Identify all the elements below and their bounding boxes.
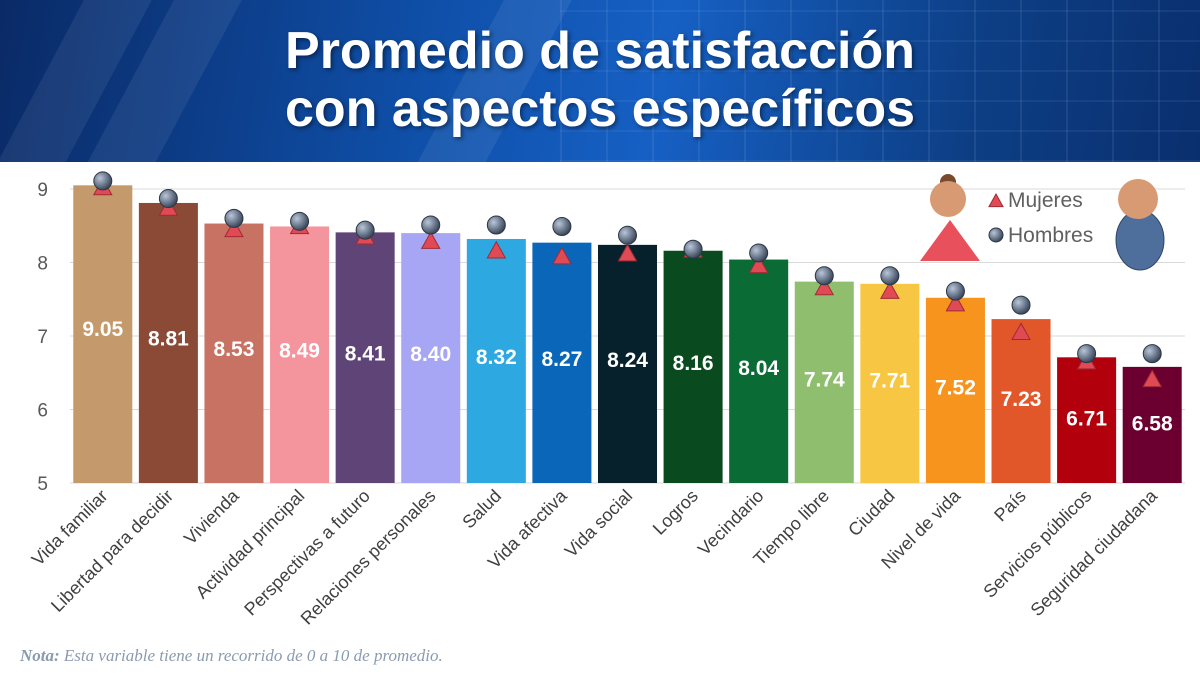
footnote-label: Nota: — [20, 646, 60, 665]
data-label: 8.27 — [541, 348, 582, 371]
hombres-marker — [224, 208, 244, 228]
x-tick-label: Vida social — [561, 486, 636, 561]
bar — [73, 185, 133, 483]
bar — [466, 238, 526, 483]
legend-triangle-icon — [988, 192, 1004, 208]
x-tick-label: Relaciones personales — [297, 486, 440, 629]
legend-label-mujeres: Mujeres — [1008, 189, 1083, 212]
mujeres-marker — [1142, 369, 1163, 388]
hombres-marker — [421, 215, 441, 235]
title-banner: Promedio de satisfacción con aspectos es… — [0, 0, 1200, 162]
data-label: 8.16 — [673, 352, 714, 375]
hombres-marker — [1077, 344, 1097, 364]
hombres-marker — [814, 266, 834, 286]
data-label: 8.24 — [607, 349, 648, 372]
hombres-marker — [945, 281, 965, 301]
mujeres-marker — [552, 246, 572, 265]
legend: Mujeres Hombres — [920, 174, 1165, 271]
data-label: 8.49 — [279, 340, 320, 363]
bar — [270, 226, 330, 484]
woman-icon-body — [920, 220, 980, 261]
bar — [729, 259, 789, 483]
mujeres-marker — [224, 219, 244, 238]
woman-icon-face — [930, 181, 966, 217]
bar — [860, 283, 920, 483]
x-tick-label: Ciudad — [844, 486, 898, 540]
chart-title-line-1: Promedio de satisfacción — [285, 22, 915, 80]
bar — [925, 297, 985, 483]
bar — [597, 244, 658, 483]
hombres-marker — [880, 266, 900, 286]
footnote: Nota: Esta variable tiene un recorrido d… — [20, 646, 443, 666]
bar — [663, 250, 723, 483]
mujeres-marker — [880, 281, 900, 299]
man-icon-body — [1115, 209, 1165, 271]
hombres-marker — [486, 215, 506, 235]
mujeres-marker — [617, 243, 638, 262]
x-tick-label: Perspectivas a futuro — [240, 486, 374, 620]
x-tick-label: País — [990, 486, 1030, 526]
data-label: 6.71 — [1066, 408, 1107, 431]
y-tick-label: 6 — [37, 401, 48, 422]
data-label: 6.58 — [1132, 413, 1173, 436]
x-tick-label: Seguridad ciudadana — [1027, 485, 1162, 620]
data-label: 8.32 — [476, 346, 517, 369]
bar — [1057, 357, 1117, 483]
legend-circle-icon — [988, 227, 1004, 243]
bar — [794, 281, 854, 483]
hombres-marker — [552, 216, 572, 236]
bar — [991, 319, 1051, 483]
bar — [204, 223, 264, 484]
data-label: 8.41 — [345, 343, 386, 366]
hombres-marker — [749, 243, 769, 263]
hombres-marker — [158, 189, 178, 209]
bar — [401, 233, 461, 483]
chart-title-line-2: con aspectos específicos — [284, 80, 916, 138]
x-tick-label: Servicios públicos — [979, 486, 1095, 602]
y-tick-label: 9 — [37, 180, 48, 201]
data-label: 7.71 — [869, 369, 910, 392]
data-label: 7.23 — [1001, 388, 1042, 411]
hombres-marker — [618, 225, 637, 245]
y-tick-label: 7 — [37, 327, 48, 348]
mujeres-marker — [1011, 322, 1031, 341]
hombres-marker — [1142, 344, 1162, 364]
mujeres-marker — [945, 293, 966, 312]
data-label: 8.40 — [410, 343, 451, 366]
x-tick-label: Libertad para decidir — [47, 486, 177, 616]
data-label: 8.81 — [148, 327, 189, 350]
data-label: 9.05 — [82, 318, 123, 341]
y-tick-label: 8 — [37, 254, 48, 275]
bar — [335, 232, 395, 483]
x-tick-label: Actividad principal — [192, 486, 309, 603]
hombres-marker — [290, 211, 310, 231]
x-tick-label: Logros — [649, 486, 702, 539]
y-tick-label: 5 — [37, 474, 48, 495]
footnote-text: Esta variable tiene un recorrido de 0 a … — [59, 646, 443, 665]
bar — [138, 202, 198, 483]
data-label: 7.74 — [804, 368, 845, 391]
x-tick-label: Salud — [458, 486, 505, 533]
hombres-marker — [1011, 295, 1031, 315]
hombres-marker — [355, 220, 375, 240]
bar — [532, 242, 592, 483]
mujeres-marker — [814, 277, 835, 296]
data-label: 7.52 — [935, 377, 976, 400]
x-tick-label: Vivienda — [180, 485, 243, 548]
mujeres-marker — [486, 240, 507, 259]
man-icon-face — [1118, 179, 1158, 219]
data-label: 8.53 — [214, 338, 255, 361]
hombres-marker — [683, 239, 703, 259]
mujeres-marker — [420, 231, 441, 249]
data-label: 8.04 — [738, 357, 779, 380]
hombres-marker — [93, 171, 113, 191]
legend-label-hombres: Hombres — [1008, 224, 1093, 247]
mujeres-marker — [748, 255, 769, 274]
